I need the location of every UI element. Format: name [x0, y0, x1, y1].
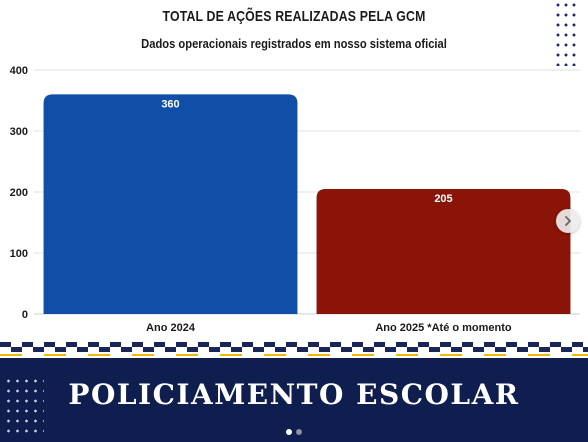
- chart-subtitle: Dados operacionais registrados em nosso …: [141, 36, 447, 51]
- y-tick-label: 100: [10, 248, 28, 260]
- data-label: 205: [434, 193, 452, 205]
- x-tick-label: Ano 2025 *Até o momento: [375, 322, 512, 334]
- pager-dot-1[interactable]: [286, 429, 292, 435]
- next-slide-button[interactable]: [556, 209, 580, 233]
- y-tick-label: 300: [10, 126, 28, 138]
- bar-chart: 0 100 200 300 400 360 Ano 2024 205 Ano 2025 *Até…: [10, 65, 580, 334]
- carousel-pager: [0, 422, 588, 440]
- y-tick-label: 200: [10, 187, 28, 199]
- bar-2: [316, 188, 571, 314]
- data-label: 360: [161, 98, 179, 110]
- pager-dot-2[interactable]: [296, 429, 302, 435]
- banner-title: POLICIAMENTO ESCOLAR: [68, 378, 520, 411]
- checkered-band: [0, 342, 588, 358]
- x-tick-label: Ano 2024: [146, 322, 196, 334]
- footer-banner: POLICIAMENTO ESCOLAR: [0, 358, 588, 442]
- chevron-right-icon: [565, 216, 571, 226]
- y-tick-label: 0: [22, 309, 28, 321]
- chart-title: TOTAL DE AÇÕES REALIZADAS PELA GCM: [162, 8, 426, 25]
- bar-1: [43, 94, 298, 315]
- decorative-dots: [554, 0, 580, 66]
- banner-decorative-dots: [4, 376, 44, 438]
- y-tick-label: 400: [10, 65, 28, 77]
